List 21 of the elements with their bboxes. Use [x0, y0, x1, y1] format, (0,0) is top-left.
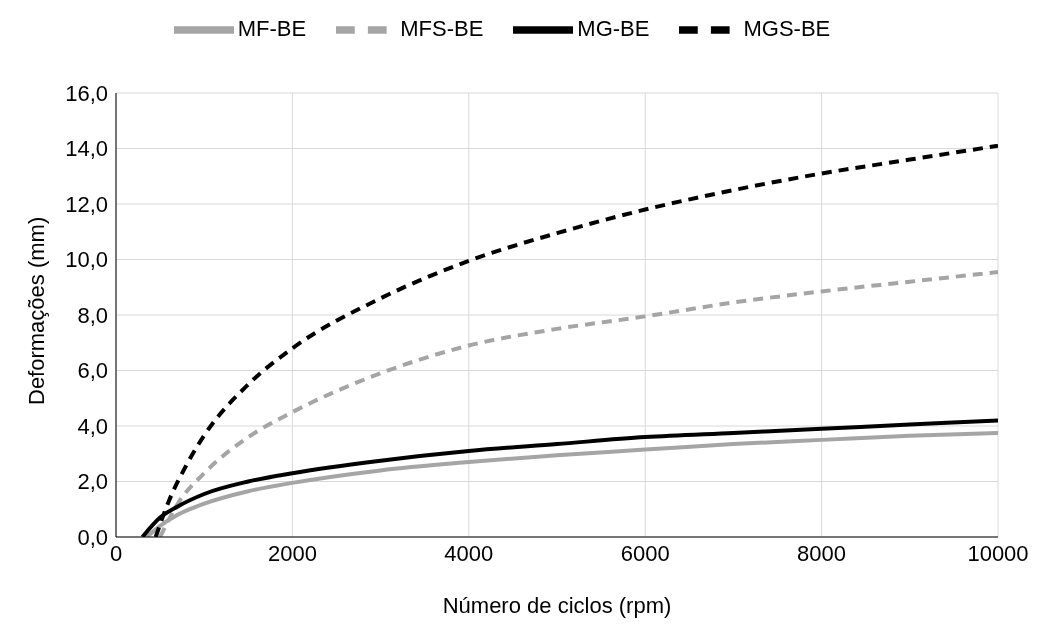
y-tick-label: 10,0	[65, 247, 108, 273]
y-tick-label: 2,0	[77, 469, 108, 495]
legend-label: MF-BE	[237, 15, 307, 41]
y-tick-label: 4,0	[77, 413, 108, 439]
x-tick-label: 4000	[444, 540, 494, 566]
y-axis-title: Deformações (mm)	[23, 216, 49, 405]
y-tick-label: 6,0	[77, 358, 108, 384]
y-tick-label: 0,0	[77, 524, 108, 550]
y-tick-label: 12,0	[65, 191, 108, 217]
x-tick-label: 10000	[967, 540, 1029, 566]
y-tick-label: 16,0	[65, 80, 108, 106]
y-tick-label: 14,0	[65, 136, 108, 162]
x-tick-label: 8000	[797, 540, 847, 566]
legend-label: MFS-BE	[400, 15, 484, 41]
x-tick-label: 0	[109, 540, 123, 566]
x-tick-label: 6000	[620, 540, 670, 566]
legend-label: MG-BE	[577, 15, 650, 41]
y-tick-label: 8,0	[77, 302, 108, 328]
legend-label: MGS-BE	[743, 15, 831, 41]
x-tick-label: 2000	[267, 540, 317, 566]
x-axis-title: Número de ciclos (rpm)	[442, 593, 672, 618]
